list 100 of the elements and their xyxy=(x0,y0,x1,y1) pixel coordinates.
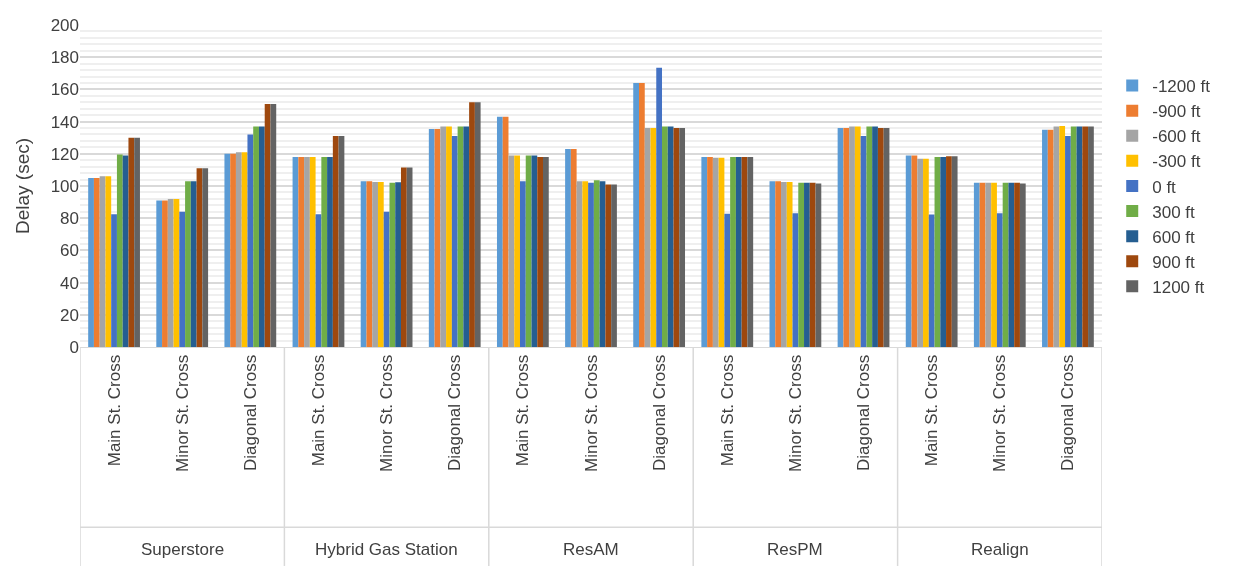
bar xyxy=(1059,125,1066,347)
y-tick-label: 40 xyxy=(60,273,79,293)
bar xyxy=(372,181,378,347)
text: ResPM xyxy=(767,540,823,559)
bar xyxy=(940,157,947,347)
x-tick-label: Diagonal Cross xyxy=(240,354,260,472)
bar xyxy=(321,157,328,347)
bar xyxy=(565,148,571,347)
bar xyxy=(804,182,810,347)
bar xyxy=(1070,126,1077,347)
bar xyxy=(923,158,929,347)
bar xyxy=(951,156,958,347)
bar xyxy=(905,155,912,347)
y-tick-label: 160 xyxy=(50,80,79,100)
bar xyxy=(712,157,719,347)
bar xyxy=(395,182,401,347)
x-tick-label: Minor St. Cross xyxy=(172,354,192,472)
bar xyxy=(662,126,668,347)
legend-label: 900 ft xyxy=(1152,252,1196,272)
y-tick-label: 100 xyxy=(50,176,79,196)
x-tick-label: Main St. Cross xyxy=(717,354,737,467)
bar xyxy=(179,211,186,347)
bar xyxy=(167,198,174,347)
bar xyxy=(854,126,861,347)
legend-label: 600 ft xyxy=(1152,227,1196,247)
legend-label: -1200 ft xyxy=(1152,77,1211,97)
bar xyxy=(253,126,259,347)
bar xyxy=(162,200,168,347)
bar xyxy=(849,126,855,347)
legend-label: 0 ft xyxy=(1152,177,1177,197)
y-tick-label: 0 xyxy=(69,337,79,357)
bar xyxy=(88,177,94,347)
bar xyxy=(1019,183,1026,347)
bar xyxy=(543,157,549,347)
bar xyxy=(224,153,231,347)
legend-label: 300 ft xyxy=(1152,202,1196,222)
bar xyxy=(235,152,242,347)
bar xyxy=(985,182,992,347)
bar xyxy=(156,200,163,347)
bar xyxy=(270,103,277,347)
y-tick-label: 60 xyxy=(60,241,79,261)
text: ResAM xyxy=(563,540,619,559)
bar xyxy=(451,136,458,347)
x-tick-label: Main St. Cross xyxy=(922,354,942,467)
bar xyxy=(327,157,333,347)
bar xyxy=(588,182,594,347)
x-tick-label: Minor St. Cross xyxy=(581,354,601,472)
bar xyxy=(332,136,339,347)
bar xyxy=(185,181,191,347)
bar xyxy=(389,182,396,347)
bar xyxy=(582,181,589,347)
bar xyxy=(639,82,645,347)
bar xyxy=(105,176,112,347)
legend-label: -300 ft xyxy=(1152,152,1201,172)
bar xyxy=(428,129,435,347)
bar xyxy=(730,157,736,347)
x-tick-label: Minor St. Cross xyxy=(785,354,805,472)
bar xyxy=(644,128,651,347)
bar xyxy=(1082,126,1089,347)
bar xyxy=(1065,136,1071,347)
bar xyxy=(258,126,265,347)
bar xyxy=(679,128,686,347)
bar xyxy=(707,157,713,347)
x-tick-label: Diagonal Cross xyxy=(649,354,669,472)
bar xyxy=(611,184,617,347)
bar xyxy=(928,214,935,347)
x-tick-label: Diagonal Cross xyxy=(854,354,874,472)
y-tick-label: 20 xyxy=(60,305,79,325)
bar xyxy=(304,157,310,347)
bar xyxy=(1042,129,1048,347)
bar xyxy=(781,181,787,347)
bar xyxy=(786,181,793,347)
y-tick-label: 140 xyxy=(50,112,79,132)
bar xyxy=(1008,182,1015,347)
bar xyxy=(735,157,742,347)
bar xyxy=(111,214,117,347)
bar xyxy=(1014,182,1020,347)
bar xyxy=(247,134,254,347)
bar xyxy=(991,182,997,347)
bar xyxy=(508,155,515,347)
bar xyxy=(701,157,708,347)
bar xyxy=(798,182,805,347)
x-tick-label: Main St. Cross xyxy=(104,354,124,467)
bar xyxy=(469,102,475,347)
y-tick-label: 120 xyxy=(50,144,79,164)
bar xyxy=(877,128,884,347)
bar xyxy=(973,182,980,347)
x-tick-label: Diagonal Cross xyxy=(1058,354,1078,472)
x-tick-label: Main St. Cross xyxy=(308,354,328,467)
bar xyxy=(667,126,674,347)
bar xyxy=(1088,126,1094,347)
bar xyxy=(843,128,850,347)
bar xyxy=(656,67,663,347)
bar xyxy=(514,155,520,347)
bar xyxy=(496,116,503,347)
bar xyxy=(633,82,639,347)
y-tick-label: 200 xyxy=(50,15,79,35)
legend-label: -900 ft xyxy=(1152,102,1201,122)
bar xyxy=(440,126,447,347)
bar xyxy=(463,126,470,347)
